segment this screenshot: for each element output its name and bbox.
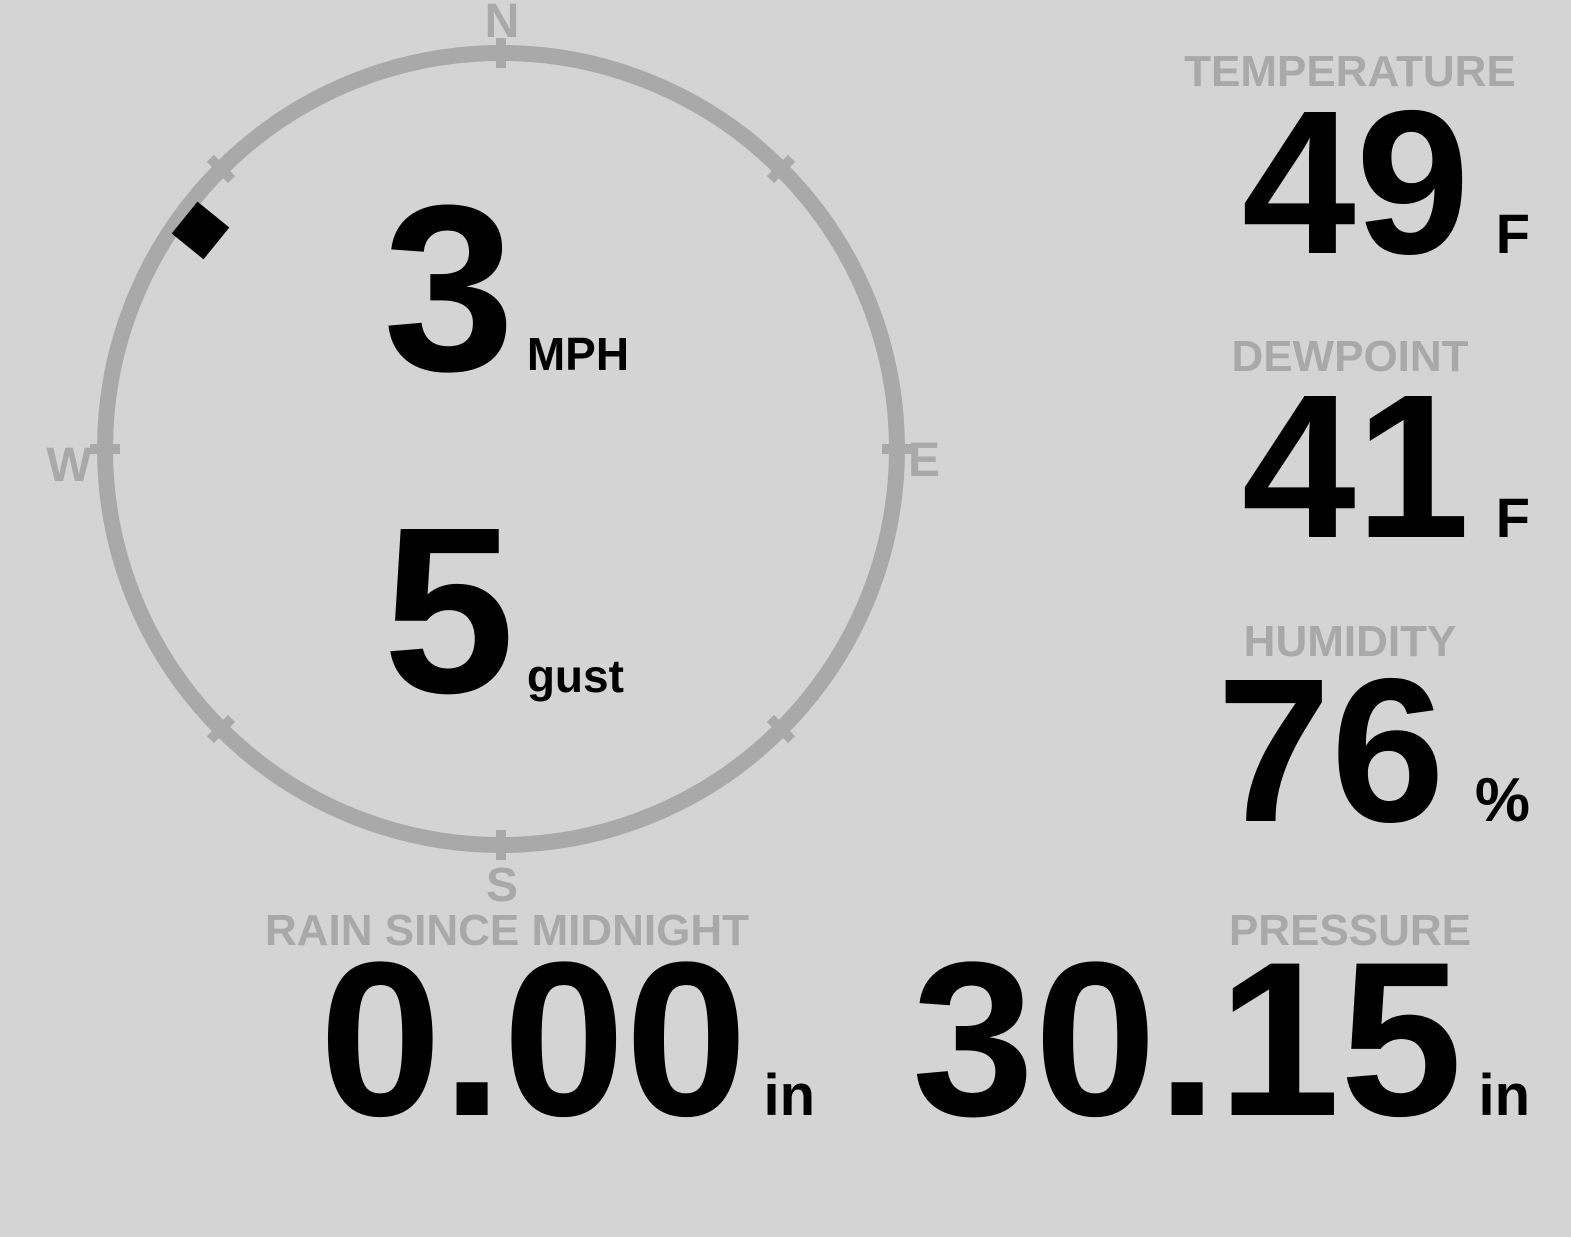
temperature-label: TEMPERATURE <box>1184 47 1516 96</box>
wind-gust-value: 5 <box>383 478 515 743</box>
humidity-readout: 76 % <box>1217 648 1530 853</box>
compass-tick-n <box>496 38 506 68</box>
humidity-unit: % <box>1474 766 1530 835</box>
compass-tick-w <box>90 444 120 454</box>
dewpoint-value: 41 <box>1241 352 1470 581</box>
dewpoint-unit: F <box>1495 486 1530 549</box>
wind-speed-unit: MPH <box>526 328 630 380</box>
pressure-value: 30.15 <box>911 916 1463 1162</box>
humidity-label: HUMIDITY <box>1243 617 1457 666</box>
temperature-value: 49 <box>1241 68 1470 297</box>
rain-label: RAIN SINCE MIDNIGHT <box>265 906 749 955</box>
temperature-readout: 49 F <box>1242 80 1530 285</box>
pressure-label: PRESSURE <box>1228 906 1472 955</box>
rain-unit: in <box>763 1063 815 1128</box>
compass-label-south: S <box>485 859 519 912</box>
rain-readout: 0.00 in <box>319 929 815 1149</box>
temperature-unit: F <box>1495 202 1530 265</box>
compass-tick-s <box>496 830 506 860</box>
compass-label-east: E <box>907 434 941 487</box>
compass-label-west: W <box>46 439 92 492</box>
wind-speed-value: 3 <box>383 156 515 421</box>
pressure-readout: 30.15 in <box>912 929 1530 1149</box>
wind-gust-readout: 5 gust <box>383 492 624 729</box>
compass-label-north: N <box>484 0 520 48</box>
humidity-value: 76 <box>1216 636 1445 865</box>
wind-gust-unit: gust <box>526 650 624 702</box>
dewpoint-readout: 41 F <box>1242 364 1530 569</box>
wind-speed-readout: 3 MPH <box>383 170 629 407</box>
dewpoint-label: DEWPOINT <box>1231 332 1469 381</box>
rain-value: 0.00 <box>319 916 748 1162</box>
pressure-unit: in <box>1478 1063 1530 1128</box>
